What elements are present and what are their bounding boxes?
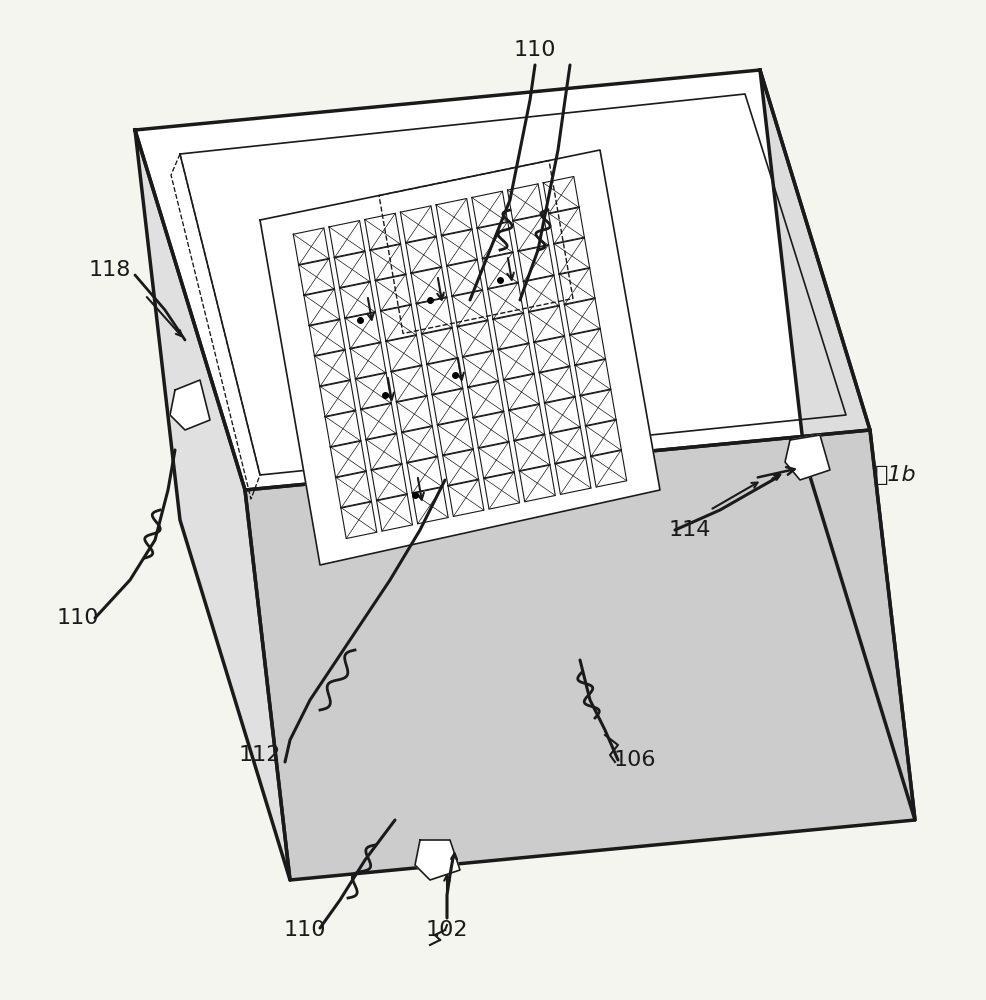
Polygon shape: [514, 434, 549, 471]
Polygon shape: [542, 176, 579, 214]
Polygon shape: [507, 184, 543, 221]
Polygon shape: [483, 472, 519, 509]
Polygon shape: [564, 298, 599, 335]
Polygon shape: [334, 251, 370, 288]
Polygon shape: [471, 191, 507, 229]
Polygon shape: [462, 350, 498, 388]
Text: 图1b: 图1b: [875, 465, 916, 485]
Polygon shape: [400, 206, 436, 243]
Polygon shape: [558, 268, 595, 305]
Text: 102: 102: [425, 920, 467, 940]
Polygon shape: [553, 237, 590, 275]
Polygon shape: [421, 327, 458, 365]
Polygon shape: [315, 349, 350, 387]
Polygon shape: [396, 395, 432, 433]
Polygon shape: [330, 440, 366, 478]
Polygon shape: [366, 433, 401, 470]
Text: 110: 110: [514, 40, 556, 60]
Polygon shape: [360, 403, 396, 440]
Polygon shape: [135, 130, 290, 880]
Polygon shape: [585, 419, 621, 457]
Polygon shape: [355, 372, 391, 410]
Polygon shape: [478, 441, 514, 479]
Polygon shape: [344, 312, 381, 349]
Polygon shape: [518, 245, 553, 282]
Polygon shape: [513, 214, 548, 252]
Polygon shape: [784, 435, 829, 480]
Polygon shape: [759, 70, 914, 820]
Polygon shape: [533, 336, 569, 373]
Polygon shape: [406, 456, 443, 493]
Polygon shape: [401, 426, 437, 463]
Polygon shape: [580, 389, 615, 426]
Polygon shape: [472, 411, 509, 448]
Polygon shape: [508, 404, 544, 441]
Polygon shape: [436, 199, 471, 236]
Polygon shape: [574, 359, 610, 396]
Polygon shape: [324, 410, 361, 447]
Polygon shape: [447, 259, 482, 297]
Polygon shape: [405, 236, 441, 274]
Polygon shape: [548, 207, 584, 244]
Polygon shape: [375, 274, 411, 311]
Polygon shape: [259, 150, 660, 565]
Polygon shape: [135, 70, 869, 490]
Polygon shape: [482, 252, 518, 289]
Polygon shape: [309, 319, 345, 356]
Polygon shape: [569, 328, 605, 366]
Polygon shape: [412, 486, 448, 524]
Text: 110: 110: [56, 608, 100, 628]
Polygon shape: [476, 222, 513, 259]
Polygon shape: [340, 501, 377, 539]
Polygon shape: [335, 471, 371, 508]
Polygon shape: [498, 343, 533, 380]
Polygon shape: [245, 430, 914, 880]
Polygon shape: [538, 366, 575, 403]
Text: 110: 110: [283, 920, 326, 940]
Polygon shape: [432, 388, 467, 425]
Polygon shape: [350, 342, 386, 379]
Polygon shape: [590, 450, 626, 487]
Polygon shape: [328, 221, 365, 258]
Polygon shape: [339, 281, 375, 319]
Text: 112: 112: [239, 745, 281, 765]
Polygon shape: [426, 358, 462, 395]
Polygon shape: [390, 365, 427, 402]
Polygon shape: [381, 304, 416, 342]
Polygon shape: [416, 297, 452, 334]
Polygon shape: [544, 396, 580, 434]
Polygon shape: [519, 464, 555, 502]
Polygon shape: [319, 380, 355, 417]
Polygon shape: [554, 457, 591, 494]
Polygon shape: [437, 418, 473, 456]
Polygon shape: [386, 335, 421, 372]
Polygon shape: [457, 320, 493, 357]
Polygon shape: [441, 229, 477, 266]
Polygon shape: [414, 840, 459, 880]
Polygon shape: [503, 373, 539, 411]
Polygon shape: [364, 213, 400, 251]
Polygon shape: [448, 479, 483, 516]
Polygon shape: [371, 463, 407, 501]
Polygon shape: [370, 244, 405, 281]
Polygon shape: [528, 305, 564, 343]
Polygon shape: [442, 449, 478, 486]
Polygon shape: [523, 275, 559, 312]
Text: 106: 106: [613, 750, 656, 770]
Polygon shape: [304, 289, 339, 326]
Polygon shape: [487, 282, 524, 320]
Polygon shape: [299, 258, 334, 296]
Text: 118: 118: [89, 260, 131, 280]
Polygon shape: [492, 313, 528, 350]
Text: 114: 114: [669, 520, 711, 540]
Polygon shape: [549, 427, 585, 464]
Polygon shape: [376, 494, 412, 531]
Polygon shape: [467, 381, 503, 418]
Polygon shape: [170, 380, 210, 430]
Polygon shape: [410, 267, 447, 304]
Polygon shape: [293, 228, 329, 265]
Polygon shape: [452, 290, 487, 327]
